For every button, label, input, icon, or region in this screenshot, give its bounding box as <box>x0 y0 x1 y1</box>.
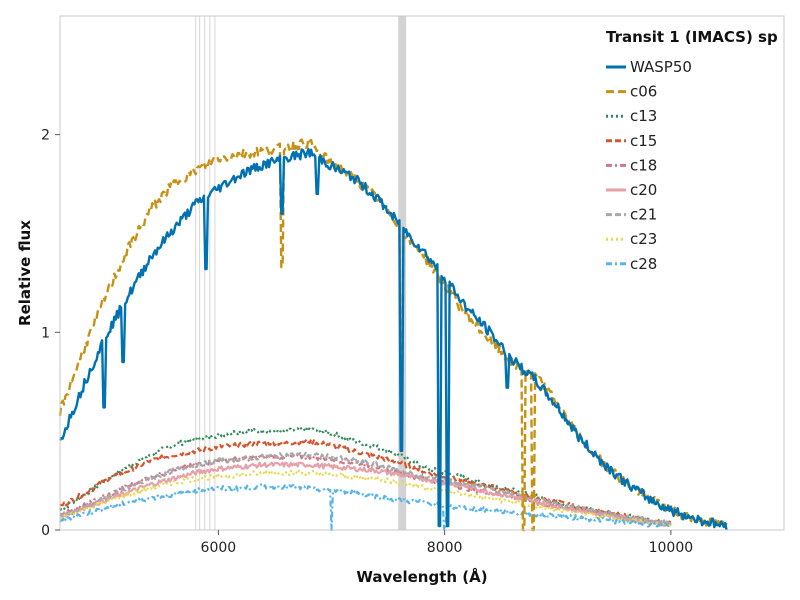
series-line-c21 <box>59 451 672 527</box>
series-layer <box>58 137 728 532</box>
legend-label-c21: c21 <box>630 206 657 224</box>
masked-region <box>209 16 211 530</box>
series-line-c18 <box>59 453 672 527</box>
legend-label-c28: c28 <box>630 255 657 273</box>
masked-region <box>204 16 206 530</box>
masked-region <box>195 16 197 530</box>
series-line-WASP50 <box>59 147 728 531</box>
x-axis: 6000 8000 10000 <box>201 530 694 556</box>
masked-region <box>199 16 201 530</box>
y-tick-label: 0 <box>41 523 50 539</box>
legend-label-c15: c15 <box>630 132 657 150</box>
series-line-c23 <box>60 469 672 528</box>
x-axis-label: Wavelength (Å) <box>356 567 487 586</box>
y-tick-label: 1 <box>41 325 50 341</box>
series-line-c20 <box>59 461 672 527</box>
x-tick-label: 8000 <box>427 540 463 556</box>
legend-label-c13: c13 <box>630 107 657 125</box>
legend-label-c06: c06 <box>630 83 657 101</box>
legend-label-c23: c23 <box>630 230 657 248</box>
legend-label-c18: c18 <box>630 156 657 174</box>
legend-label-c20: c20 <box>630 181 657 199</box>
masked-region <box>214 16 216 530</box>
legend-label-WASP50: WASP50 <box>630 58 692 76</box>
legend: Transit 1 (IMACS) sp WASP50 c06 c13 c15 c18 c… <box>606 28 778 273</box>
series-line-c15 <box>59 438 672 527</box>
legend-title: Transit 1 (IMACS) sp <box>606 28 778 46</box>
series-line-c13 <box>59 426 672 527</box>
y-axis-label: Relative flux <box>16 220 34 326</box>
y-tick-label: 2 <box>41 128 50 144</box>
x-tick-label: 6000 <box>201 540 237 556</box>
plot-background <box>60 16 784 530</box>
plot-frame <box>59 15 785 531</box>
x-tick-label: 10000 <box>649 540 694 556</box>
y-axis: 0 1 2 <box>41 128 60 539</box>
series-line-c28 <box>59 483 672 532</box>
